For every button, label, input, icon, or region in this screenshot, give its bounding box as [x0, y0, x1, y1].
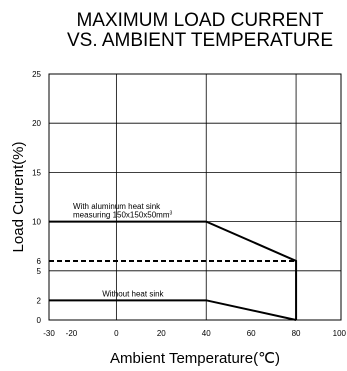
x-tick-label: 80	[292, 329, 301, 338]
y-tick-label: 5	[37, 267, 42, 276]
plot-frame	[48, 73, 342, 321]
x-tick-label: 20	[157, 329, 166, 338]
x-tick-label: 100	[333, 329, 347, 338]
y-tick-label: 20	[32, 119, 41, 128]
grid	[49, 74, 341, 320]
y-tick-label: 6	[37, 257, 42, 266]
x-tick-label: -20	[66, 329, 78, 338]
y-axis-label: Load Current(%)	[10, 142, 27, 253]
y-tick-label: 0	[37, 316, 42, 325]
annotation-heatsink-2: measuring 150x150x50mm3	[73, 211, 173, 220]
title-line: MAXIMUM LOAD CURRENT	[76, 10, 323, 31]
annotation-heatsink-1: With aluminum heat sink	[73, 202, 161, 211]
x-tick-labels: -30 -20 0 20 40 60 80 100	[43, 329, 346, 338]
series	[49, 220, 298, 321]
x-tick-label: 0	[114, 329, 119, 338]
series-line	[49, 299, 297, 321]
x-tick-label: 60	[247, 329, 256, 338]
annotation-noheatsink: Without heat sink	[102, 289, 164, 298]
x-tick-label: -30	[43, 329, 55, 338]
y-tick-label: 10	[32, 218, 41, 227]
y-tick-label: 25	[32, 70, 41, 79]
series-line	[49, 220, 298, 320]
x-tick-label: 40	[202, 329, 211, 338]
annotation-superscript: 3	[170, 211, 173, 217]
y-tick-label: 2	[37, 296, 42, 305]
y-tick-label: 15	[32, 168, 41, 177]
x-axis-label: Ambient Temperature(℃)	[110, 350, 280, 367]
title-line: VS. AMBIENT TEMPERATURE	[67, 30, 333, 51]
